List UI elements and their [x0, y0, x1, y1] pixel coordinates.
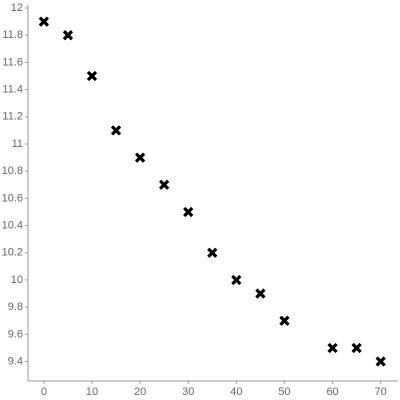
y-tick-label: 10.2 [2, 247, 23, 259]
point [159, 179, 170, 190]
x-tick-label: 30 [182, 386, 194, 398]
y-tick-label: 10.6 [2, 192, 23, 204]
y-tick-label: 11.6 [2, 56, 23, 68]
y-tick-label: 9.8 [8, 301, 23, 313]
x-tick-label: 40 [230, 386, 242, 398]
x-tick-label: 10 [86, 386, 98, 398]
y-tick-label: 9.4 [8, 355, 23, 367]
point [110, 125, 122, 136]
point [62, 30, 74, 41]
x-tick-label: 60 [326, 386, 338, 398]
x-tick-label: 50 [278, 386, 290, 398]
y-tick-label: 11 [12, 138, 23, 150]
x-tick-label: 0 [41, 386, 47, 398]
y-tick-label: 11.8 [2, 29, 23, 41]
y-tick-label: 11.4 [2, 83, 23, 95]
point [183, 206, 194, 218]
y-tick-label: 10.4 [2, 219, 23, 231]
point [86, 70, 98, 82]
x-tick-label: 70 [375, 386, 387, 398]
y-tick-label: 10.8 [2, 165, 23, 177]
y-tick-label: 10 [11, 274, 23, 286]
y-tick-label: 9.6 [8, 328, 23, 340]
y-tick-label: 11.2 [2, 111, 23, 123]
point [375, 356, 386, 367]
point [327, 342, 338, 354]
point [351, 342, 362, 354]
x-tick-label: 20 [134, 386, 146, 398]
point [255, 288, 266, 299]
point [207, 247, 218, 258]
point [279, 315, 290, 326]
point [38, 16, 50, 27]
point [134, 152, 146, 163]
point [231, 274, 242, 286]
y-tick-label: 12 [11, 2, 23, 14]
